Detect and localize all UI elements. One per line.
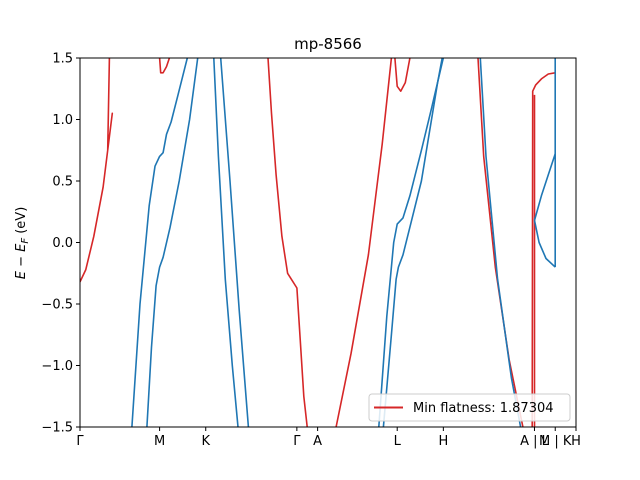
band-line-8 bbox=[131, 58, 189, 427]
band-line-6 bbox=[531, 72, 556, 427]
y-tick-label: −1.5 bbox=[41, 421, 73, 436]
band-line-0 bbox=[80, 58, 114, 283]
y-tick-label: 1.0 bbox=[52, 113, 73, 128]
y-tick-label: 1.5 bbox=[52, 52, 73, 67]
y-tick-label: −1.0 bbox=[41, 359, 73, 374]
y-tick-label: 0.0 bbox=[52, 236, 73, 251]
x-tick-label: H bbox=[571, 434, 581, 449]
y-tick-label: 0.5 bbox=[52, 175, 73, 190]
x-tick-label: A | L bbox=[520, 434, 550, 449]
x-tick-label: Γ bbox=[293, 434, 301, 449]
legend-label: Min flatness: 1.87304 bbox=[413, 401, 554, 416]
band-line-3 bbox=[335, 58, 393, 427]
band-line-10 bbox=[213, 58, 239, 427]
band-line-14 bbox=[479, 58, 522, 427]
band-line-12 bbox=[378, 58, 445, 427]
series-layer bbox=[80, 58, 557, 427]
x-tick-label: Γ bbox=[76, 434, 84, 449]
band-line-13 bbox=[382, 58, 443, 427]
x-tick-label: M bbox=[154, 434, 165, 449]
legend-box bbox=[368, 393, 571, 422]
y-tick-label: −0.5 bbox=[41, 298, 73, 313]
band-line-4 bbox=[394, 58, 411, 92]
y-axis: −1.5 −1.0 −0.5 0.0 0.5 1.0 1.5 bbox=[41, 52, 80, 436]
ylabel-main: E − E bbox=[14, 243, 29, 279]
band-line-1 bbox=[158, 58, 171, 74]
band-line-15 bbox=[533, 153, 556, 221]
plot-frame bbox=[79, 57, 577, 428]
band-line-2 bbox=[267, 58, 308, 427]
x-tick-label: M | K bbox=[539, 434, 572, 449]
band-line-9 bbox=[146, 58, 199, 427]
x-tick-label: K bbox=[201, 434, 210, 449]
legend: Min flatness: 1.87304 bbox=[368, 393, 571, 422]
ylabel-unit: (eV) bbox=[14, 207, 29, 238]
x-tick-label: L bbox=[394, 434, 402, 449]
band-line-16 bbox=[533, 220, 556, 268]
x-tick-label: H bbox=[438, 434, 448, 449]
band-line-5 bbox=[477, 58, 524, 427]
y-axis-label: E − EF (eV) bbox=[14, 207, 31, 280]
band-line-11 bbox=[219, 58, 250, 427]
ylabel-sub: F bbox=[20, 238, 31, 244]
chart-title: mp-8566 bbox=[294, 35, 362, 53]
x-tick-label: A bbox=[313, 434, 322, 449]
